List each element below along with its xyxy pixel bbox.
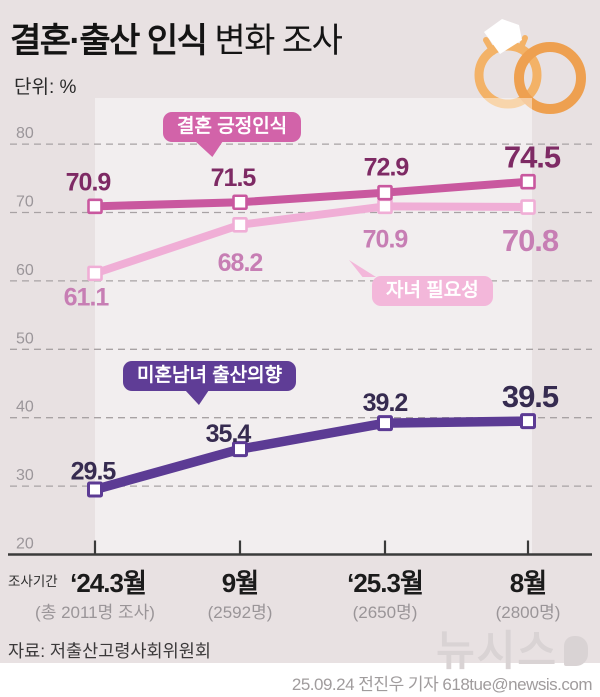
diamond	[484, 19, 522, 54]
data-marker	[377, 415, 393, 432]
ring-prong-right	[517, 35, 528, 53]
y-tick-label: 30	[16, 467, 34, 484]
x-category-label: 9월	[221, 568, 259, 598]
value-label: 39.2	[363, 389, 408, 417]
value-label: 29.5	[71, 458, 117, 486]
series-line-1	[93, 202, 529, 278]
value-label: 61.1	[64, 283, 110, 311]
source-label: 자료: 저출산고령사회위원회	[8, 641, 211, 661]
data-marker	[520, 413, 536, 430]
series-pill-marriage-positive: 결혼 긍정인식	[163, 112, 302, 157]
ring-right-circle	[514, 42, 586, 114]
series-line-0	[94, 177, 529, 211]
series-pill-label: 자녀 필요성	[386, 280, 479, 301]
y-tick-label: 70	[16, 194, 34, 211]
y-tick-label: 80	[16, 125, 34, 142]
x-category-label: 8월	[509, 568, 547, 598]
x-axis-prefix-label: 조사기간	[8, 574, 58, 589]
value-label: 70.9	[66, 168, 111, 196]
value-label: 35.4	[206, 420, 252, 448]
value-label: 74.5	[504, 140, 561, 175]
data-marker	[87, 265, 103, 282]
series-pill-label: 미혼남녀 출산의향	[137, 365, 283, 386]
value-label: 70.8	[502, 223, 559, 258]
page-title-emphasis: 결혼·출산 인식	[10, 22, 208, 60]
series-pill-label: 결혼 긍정인식	[177, 116, 288, 137]
value-label: 70.9	[363, 225, 408, 253]
data-marker	[87, 481, 103, 498]
x-category-label: ‘25.3월	[347, 568, 424, 598]
value-label: 72.9	[364, 154, 409, 182]
bottom-white-strip	[0, 663, 600, 697]
y-tick-label: 50	[16, 330, 34, 347]
x-category-sublabel: (2800명)	[495, 603, 561, 622]
data-marker	[232, 217, 248, 233]
x-category-sublabel: (2650명)	[352, 603, 418, 622]
value-label: 39.5	[502, 379, 559, 414]
x-category-sublabel: (2592명)	[207, 603, 273, 622]
data-marker	[232, 441, 248, 458]
data-marker	[377, 198, 393, 215]
wedding-rings-icon	[474, 19, 586, 114]
data-marker	[520, 199, 536, 215]
unit-label: 단위: %	[14, 77, 77, 98]
y-tick-label: 60	[16, 262, 34, 279]
data-marker	[520, 173, 536, 190]
data-marker	[232, 194, 248, 211]
series-pill-child-necessity: 자녀 필요성	[349, 260, 493, 306]
y-tick-label: 40	[16, 399, 34, 416]
series-line-2	[93, 416, 529, 495]
data-marker	[87, 198, 103, 215]
y-tick-label: 20	[16, 536, 34, 553]
newsis-logo-icon	[564, 636, 588, 666]
ring-prong-left	[483, 37, 496, 55]
newsis-watermark: 뉴시스	[436, 630, 588, 672]
x-category-sublabel: (총 2011명 조사)	[35, 603, 155, 622]
watermark-text: 뉴시스	[436, 627, 558, 674]
plot-highlight-band	[95, 98, 532, 555]
data-marker	[377, 184, 393, 201]
page-title: 결혼·출산 인식 변화 조사	[10, 13, 343, 62]
credit-line: 25.09.24 전진우 기자 618tue@newsis.com	[291, 675, 593, 694]
series-pill-birth-intention: 미혼남녀 출산의향	[123, 361, 297, 405]
page-title-rest: 변화 조사	[206, 22, 343, 60]
value-label: 71.5	[211, 164, 257, 192]
x-category-label: ‘24.3월	[70, 568, 147, 598]
value-label: 68.2	[218, 249, 263, 277]
